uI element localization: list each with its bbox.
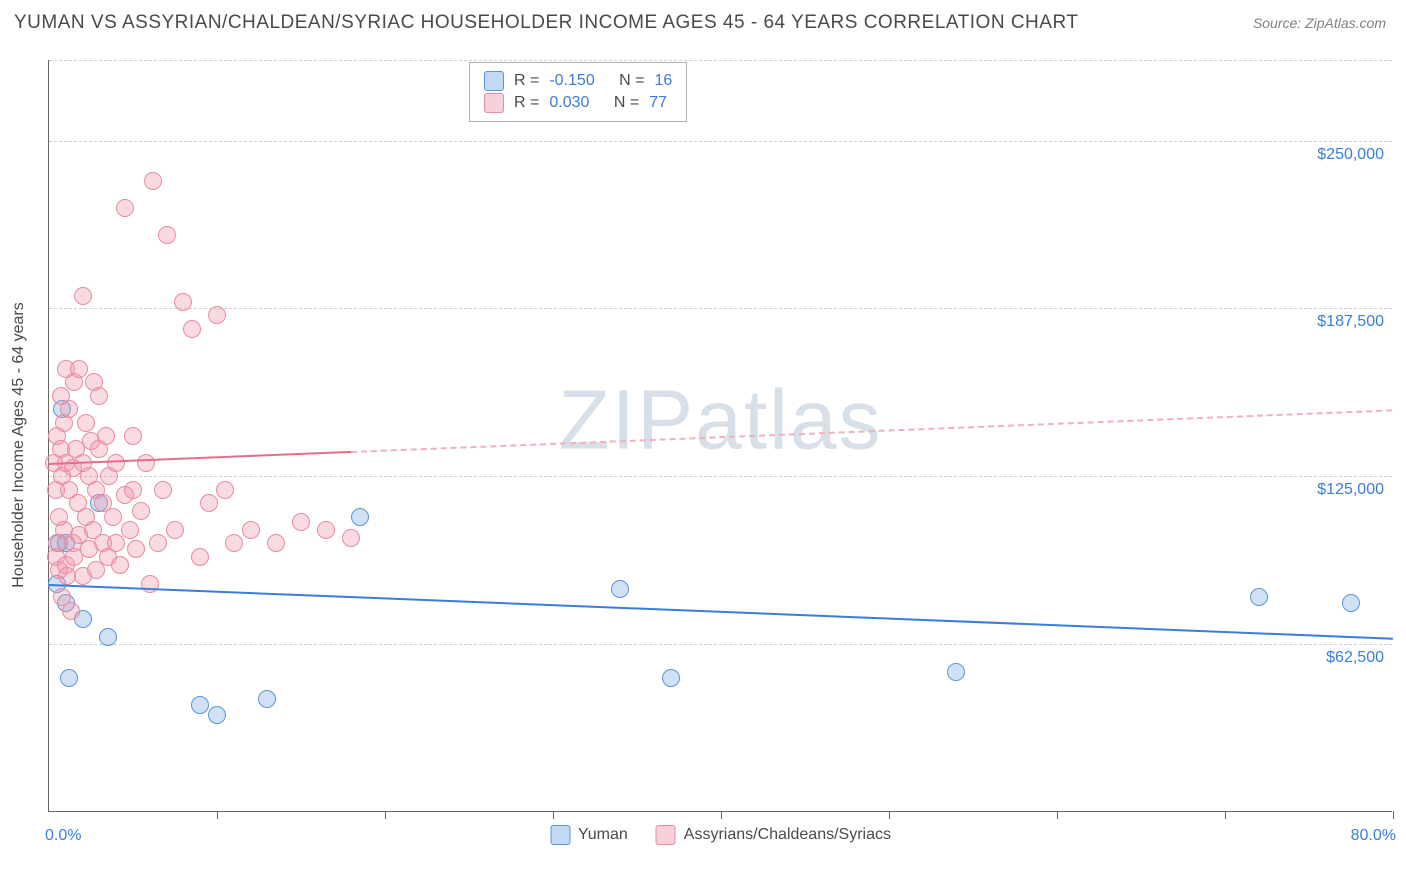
swatch-icon [550,825,570,845]
data-point [74,287,92,305]
watermark-bold: ZIP [558,373,695,467]
data-point [166,521,184,539]
data-point [60,400,78,418]
x-axis-max-label: 80.0% [1351,827,1396,845]
trend-line [49,584,1393,640]
y-tick-label: $62,500 [1326,649,1384,667]
x-tick [1393,811,1394,819]
data-point [258,690,276,708]
swatch-series-1 [484,71,504,91]
data-point [208,306,226,324]
gridline [49,308,1392,309]
y-tick-label: $125,000 [1317,481,1384,499]
data-point [62,602,80,620]
gridline [49,476,1392,477]
x-tick [1225,811,1226,819]
legend-row-2: R = 0.030 N = 77 [484,93,672,113]
data-point [191,548,209,566]
data-point [60,669,78,687]
data-point [70,360,88,378]
data-point [342,529,360,547]
gridline [49,644,1392,645]
data-point [124,481,142,499]
data-point [267,534,285,552]
data-point [77,414,95,432]
source-label: Source: ZipAtlas.com [1253,15,1386,31]
x-tick [721,811,722,819]
legend-correlation: R = -0.150 N = 16 R = 0.030 N = 77 [469,62,687,122]
legend-label-1: Yuman [578,826,628,844]
data-point [104,508,122,526]
x-tick [1057,811,1058,819]
x-tick [889,811,890,819]
data-point [200,494,218,512]
data-point [97,427,115,445]
data-point [183,320,201,338]
x-tick [217,811,218,819]
data-point [1342,594,1360,612]
x-axis-min-label: 0.0% [45,827,81,845]
n-value-2: 77 [649,94,667,112]
data-point [174,293,192,311]
data-point [144,172,162,190]
data-point [292,513,310,531]
y-tick-label: $187,500 [1317,313,1384,331]
legend-row-1: R = -0.150 N = 16 [484,71,672,91]
gridline [49,60,1392,61]
data-point [127,540,145,558]
legend-item-1: Yuman [550,825,628,845]
data-point [111,556,129,574]
data-point [208,706,226,724]
data-point [132,502,150,520]
data-point [317,521,335,539]
x-tick [385,811,386,819]
title-bar: YUMAN VS ASSYRIAN/CHALDEAN/SYRIAC HOUSEH… [0,0,1406,42]
data-point [1250,588,1268,606]
data-point [242,521,260,539]
data-point [116,199,134,217]
n-value-1: 16 [655,72,673,90]
data-point [662,669,680,687]
data-point [90,387,108,405]
chart-title: YUMAN VS ASSYRIAN/CHALDEAN/SYRIAC HOUSEH… [14,12,1078,34]
swatch-icon [656,825,676,845]
data-point [107,534,125,552]
data-point [137,454,155,472]
gridline [49,141,1392,142]
trend-line [351,409,1393,453]
y-axis-title: Householder Income Ages 45 - 64 years [10,302,28,588]
legend-item-2: Assyrians/Chaldeans/Syriacs [656,825,891,845]
swatch-series-2 [484,93,504,113]
data-point [121,521,139,539]
plot-area: Householder Income Ages 45 - 64 years ZI… [48,60,1392,812]
legend-series: Yuman Assyrians/Chaldeans/Syriacs [550,825,891,845]
r-value-2: 0.030 [549,94,589,112]
watermark: ZIPatlas [558,372,882,469]
r-value-1: -0.150 [549,72,594,90]
data-point [154,481,172,499]
x-tick [553,811,554,819]
data-point [124,427,142,445]
data-point [107,454,125,472]
data-point [225,534,243,552]
watermark-thin: atlas [695,373,882,467]
data-point [99,628,117,646]
data-point [158,226,176,244]
data-point [611,580,629,598]
y-tick-label: $250,000 [1317,146,1384,164]
data-point [947,663,965,681]
legend-label-2: Assyrians/Chaldeans/Syriacs [684,826,891,844]
data-point [216,481,234,499]
data-point [149,534,167,552]
data-point [351,508,369,526]
data-point [191,696,209,714]
